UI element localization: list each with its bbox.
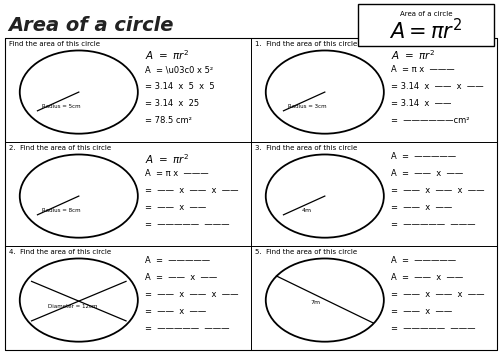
Bar <box>251 246 497 350</box>
Ellipse shape <box>20 258 138 342</box>
Text: =  —————  ———: = ————— ——— <box>391 324 475 333</box>
Text: Diameter = 12cm: Diameter = 12cm <box>48 304 98 309</box>
Text: A  =  —————: A = ————— <box>145 256 210 266</box>
Text: Area of a circle: Area of a circle <box>8 16 173 35</box>
Text: 1.  Find the area of this circle: 1. Find the area of this circle <box>255 41 357 47</box>
Bar <box>5 38 497 350</box>
Text: = 78.5 cm²: = 78.5 cm² <box>145 116 192 125</box>
Text: = 3.14  x  25: = 3.14 x 25 <box>145 99 200 108</box>
Bar <box>251 142 497 246</box>
Text: =  ——  x  ——: = —— x —— <box>145 307 206 316</box>
Ellipse shape <box>266 258 384 342</box>
Text: $\mathit{A} = \pi r^2$: $\mathit{A} = \pi r^2$ <box>390 18 462 43</box>
Text: $A\ =\ \pi r^2$: $A\ =\ \pi r^2$ <box>145 48 190 62</box>
Text: =  ——  x  ——  x  ——: = —— x —— x —— <box>145 186 238 195</box>
Text: A  =  ——  x  ——: A = —— x —— <box>145 273 218 282</box>
Text: $A\ =\ \pi r^2$: $A\ =\ \pi r^2$ <box>391 48 436 62</box>
Text: A  =  ——  x  ——: A = —— x —— <box>391 273 464 282</box>
Text: 3.  Find the area of this circle: 3. Find the area of this circle <box>255 145 357 151</box>
Ellipse shape <box>266 51 384 134</box>
Text: Radius = 3cm: Radius = 3cm <box>288 104 327 109</box>
Bar <box>5 142 251 246</box>
Text: 4m: 4m <box>302 208 312 213</box>
Text: 4.  Find the area of this circle: 4. Find the area of this circle <box>9 249 111 255</box>
Text: Area of a circle: Area of a circle <box>400 11 452 17</box>
Text: 2.  Find the area of this circle: 2. Find the area of this circle <box>9 145 111 151</box>
Text: =  ——  x  ——: = —— x —— <box>391 307 452 316</box>
Text: A  = π x  ———: A = π x ——— <box>145 169 209 178</box>
Text: =  —————  ———: = ————— ——— <box>145 324 230 333</box>
Text: =  ——  x  ——: = —— x —— <box>145 203 206 212</box>
Text: = 3.14  x  ——: = 3.14 x —— <box>391 99 452 108</box>
Text: =  ——  x  ——  x  ——: = —— x —— x —— <box>391 186 484 195</box>
Text: =  —————  ———: = ————— ——— <box>145 220 230 229</box>
Ellipse shape <box>20 154 138 238</box>
Text: Radius = 8cm: Radius = 8cm <box>42 208 80 213</box>
Text: A  =  —————: A = ————— <box>391 153 456 161</box>
Text: =  ——  x  ——  x  ——: = —— x —— x —— <box>145 290 238 299</box>
Text: Radius = 5cm: Radius = 5cm <box>42 104 80 109</box>
Ellipse shape <box>266 154 384 238</box>
Text: A  = \u03c0 x 5²: A = \u03c0 x 5² <box>145 65 214 74</box>
Text: =  —————  ———: = ————— ——— <box>391 220 475 229</box>
FancyBboxPatch shape <box>358 4 494 46</box>
Text: A  =  ——  x  ——: A = —— x —— <box>391 169 464 178</box>
Text: Find the area of this circle: Find the area of this circle <box>9 41 100 47</box>
Ellipse shape <box>20 51 138 134</box>
Text: = 3.14  x  5  x  5: = 3.14 x 5 x 5 <box>145 82 215 91</box>
Text: = 3.14  x  ——  x  ——: = 3.14 x —— x —— <box>391 82 484 91</box>
Text: 5.  Find the area of this circle: 5. Find the area of this circle <box>255 249 357 255</box>
Text: =  ——  x  ——  x  ——: = —— x —— x —— <box>391 290 484 299</box>
Text: A  = π x  ———: A = π x ——— <box>391 65 455 74</box>
Bar <box>251 38 497 142</box>
Text: A  =  —————: A = ————— <box>391 256 456 266</box>
Text: =  ——————cm²: = ——————cm² <box>391 116 469 125</box>
Bar <box>5 246 251 350</box>
Bar <box>5 38 251 142</box>
Text: 7m: 7m <box>311 299 321 305</box>
Text: $A\ =\ \pi r^2$: $A\ =\ \pi r^2$ <box>145 153 190 166</box>
Text: =  ——  x  ——: = —— x —— <box>391 203 452 212</box>
